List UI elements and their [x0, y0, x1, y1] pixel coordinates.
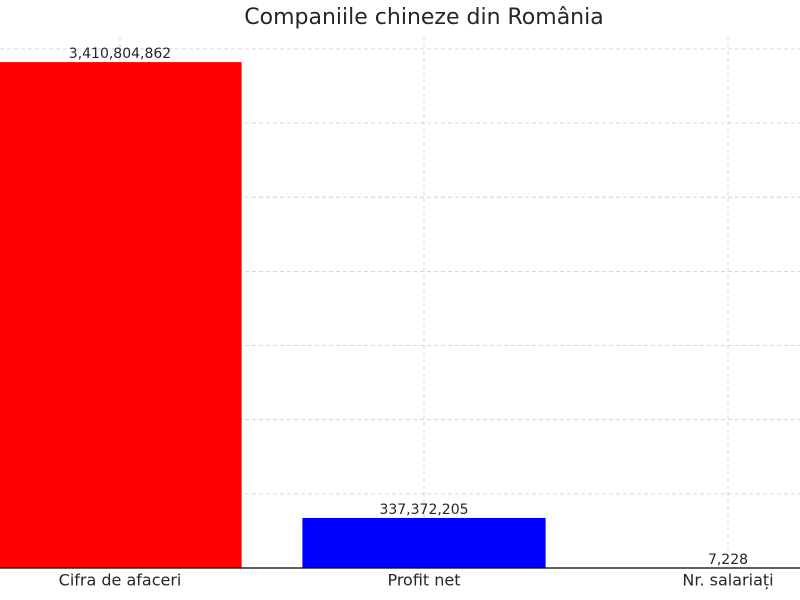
bar: [0, 62, 242, 568]
x-tick-label: Cifra de afaceri: [59, 571, 182, 590]
value-label: 337,372,205: [379, 502, 468, 518]
value-label: 3,410,804,862: [69, 46, 171, 62]
x-tick-label: Nr. salariați: [682, 571, 773, 590]
chart-title: Companiile chineze din România: [244, 5, 603, 30]
bar: [302, 517, 546, 568]
value-label: 7,228: [708, 552, 748, 568]
x-tick-label: Profit net: [387, 571, 460, 590]
